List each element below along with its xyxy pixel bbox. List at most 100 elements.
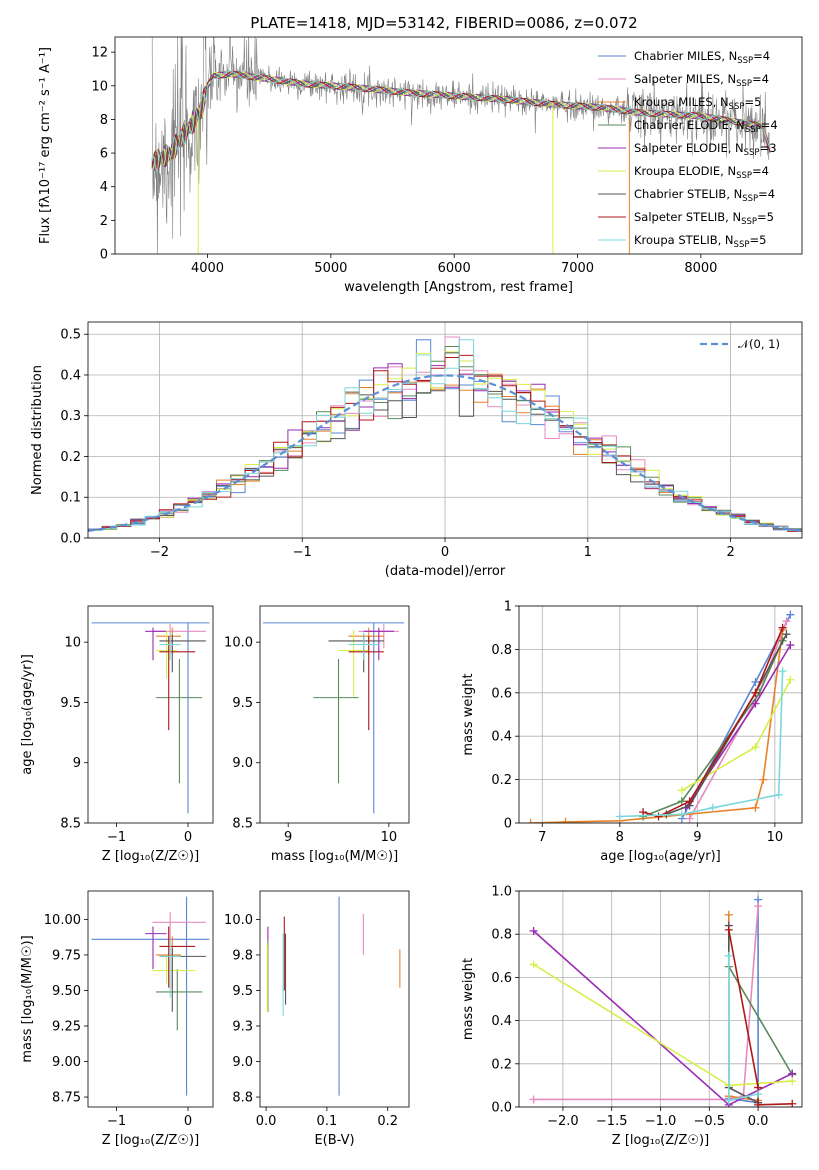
plot-area xyxy=(263,622,404,814)
y-tick-label: 0.6 xyxy=(491,971,512,986)
plot-area xyxy=(88,336,802,532)
axes-frame xyxy=(87,890,214,1108)
y-tick-label: 9.50 xyxy=(52,984,81,999)
y-tick-label: 9.5 xyxy=(60,696,81,711)
mass-weight-marker xyxy=(788,1099,797,1107)
y-tick-label: 10.0 xyxy=(224,913,253,928)
y-axis-label: age [log₁₀(age/yr)] xyxy=(20,654,35,775)
mass-weight-vs-age-panel: 7 8 9 10 0 0.2 0.4 0.6 0.8 1 age [log₁₀(age/yr)] ma… xyxy=(461,600,803,864)
mass-weight-marker xyxy=(786,641,795,650)
legend-label: Chabrier STELIB, NSSP=4 xyxy=(634,187,775,204)
x-tick-label: −1.5 xyxy=(596,1114,628,1129)
y-tick-label: 0.0 xyxy=(60,532,81,547)
mass-weight-marker xyxy=(529,926,538,935)
legend-subscript: SSP xyxy=(745,125,761,135)
axes-frame xyxy=(114,36,803,255)
y-tick-label: 0.4 xyxy=(491,730,512,745)
mass-weight-marker xyxy=(751,688,760,697)
x-tick-label: −2 xyxy=(150,545,169,560)
legend-label: Chabrier MILES, NSSP=4 xyxy=(634,49,770,66)
legend-subscript: SSP xyxy=(744,148,760,158)
x-tick-label: 4000 xyxy=(191,261,224,276)
y-axis-label: Normed distribution xyxy=(30,365,45,495)
x-tick-label: 8000 xyxy=(684,261,717,276)
mass-weight-marker xyxy=(754,902,763,911)
y-tick-label: 0.8 xyxy=(491,928,512,943)
age-vs-Z-panel: −1 0 8.5 9 9.5 10 Z [log₁₀(Z/Z☉)] age [log₁₀(ag… xyxy=(20,605,214,864)
mass-vs-EBV-panel: 0.0 0.1 0.2 8.8 9.0 9.3 9.5 9.8 10.0 E(B-V) xyxy=(224,890,410,1148)
y-tick-label: 8.5 xyxy=(232,817,253,832)
mass-weight-marker xyxy=(615,812,624,821)
axes-frame xyxy=(518,605,803,824)
x-axis-label: mass [log₁₀(M/M☉)] xyxy=(271,849,398,864)
spectrum-panel: 4000 5000 6000 7000 8000 0 2 4 6 8 10 12 wavelength … xyxy=(38,36,803,295)
residual-histogram-panel: −2 −1 0 1 2 0.0 0.1 0.2 0.3 0.4 0.5 (data-model)/er… xyxy=(30,321,803,579)
y-tick-label: 8.75 xyxy=(52,1091,81,1106)
mass-weight-marker xyxy=(724,951,733,960)
y-tick-label: 6 xyxy=(100,147,108,162)
mass-weight-line xyxy=(728,899,759,1104)
mass-weight-marker xyxy=(786,675,795,684)
x-tick-label: −1 xyxy=(107,1114,126,1129)
mass-weight-marker xyxy=(529,960,538,969)
mass-weight-marker xyxy=(754,1090,763,1099)
y-tick-label: 9.25 xyxy=(52,1020,81,1035)
legend-value: =4 xyxy=(753,49,770,63)
x-tick-label: 5000 xyxy=(314,261,347,276)
axes-frame xyxy=(259,890,410,1108)
mass-vs-Z-panel: −1 0 8.75 9.00 9.25 9.50 9.75 10.00 Z [log₁₀(Z/Z… xyxy=(20,890,214,1148)
model-spectrum-line xyxy=(151,70,771,174)
legend-subscript: SSP xyxy=(736,171,752,181)
plot-area xyxy=(526,610,795,823)
x-tick-label: 0 xyxy=(184,830,192,845)
mass-weight-marker xyxy=(788,1077,797,1086)
legend-label: 𝒩(0, 1) xyxy=(738,337,780,351)
legend-subscript: SSP xyxy=(742,194,758,204)
y-axis-label: mass [log₁₀(M/M☉)] xyxy=(20,935,35,1062)
axes-frame xyxy=(259,605,410,824)
x-tick-label: 0.0 xyxy=(256,1114,277,1129)
x-tick-label: 8 xyxy=(616,830,624,845)
legend-label: Salpeter STELIB, NSSP=5 xyxy=(634,210,774,227)
mass-weight-marker xyxy=(751,699,760,708)
x-tick-label: 9 xyxy=(284,830,292,845)
y-axis-label: mass weight xyxy=(461,673,476,755)
y-tick-label: 10 xyxy=(91,79,108,94)
x-tick-label: 0.2 xyxy=(377,1114,398,1129)
mass-weight-marker xyxy=(685,797,694,806)
y-tick-label: 10.00 xyxy=(44,913,81,928)
legend-subscript: SSP xyxy=(734,240,750,250)
y-tick-label: 9.3 xyxy=(232,1020,253,1035)
legend: Chabrier MILES, NSSP=4 Salpeter MILES, NS… xyxy=(598,49,778,250)
mass-weight-marker xyxy=(654,812,663,821)
legend-value: =5 xyxy=(744,95,761,109)
y-tick-label: 0.6 xyxy=(491,686,512,701)
y-tick-label: 12 xyxy=(91,46,108,61)
mass-weight-line xyxy=(530,629,784,823)
mass-weight-marker xyxy=(782,617,791,626)
y-tick-label: 1.0 xyxy=(491,885,512,900)
y-tick-label: 0.0 xyxy=(491,1101,512,1116)
legend-value: =4 xyxy=(752,164,769,178)
mass-weight-line xyxy=(533,963,793,1087)
plot-area xyxy=(529,895,797,1107)
legend-subscript: SSP xyxy=(729,102,745,112)
mass-weight-marker xyxy=(529,1095,538,1104)
observed-spectrum xyxy=(151,37,770,254)
y-tick-label: 0.2 xyxy=(491,773,512,788)
x-tick-label: 7000 xyxy=(561,261,594,276)
x-tick-label: −0.5 xyxy=(694,1114,726,1129)
y-tick-label: 9.5 xyxy=(232,984,253,999)
histogram-step-line xyxy=(88,339,802,531)
mass-weight-marker xyxy=(778,667,787,676)
y-axis-label: mass weight xyxy=(461,958,476,1040)
plot-area xyxy=(91,896,210,1096)
mass-weight-marker xyxy=(561,817,570,823)
mass-weight-marker xyxy=(782,630,791,639)
y-tick-label: 9.75 xyxy=(52,948,81,963)
y-tick-label: 0.4 xyxy=(491,1014,512,1029)
legend-label: Salpeter MILES, NSSP=4 xyxy=(634,72,769,89)
mass-weight-marker xyxy=(708,803,717,812)
mass-weight-marker xyxy=(677,786,686,795)
